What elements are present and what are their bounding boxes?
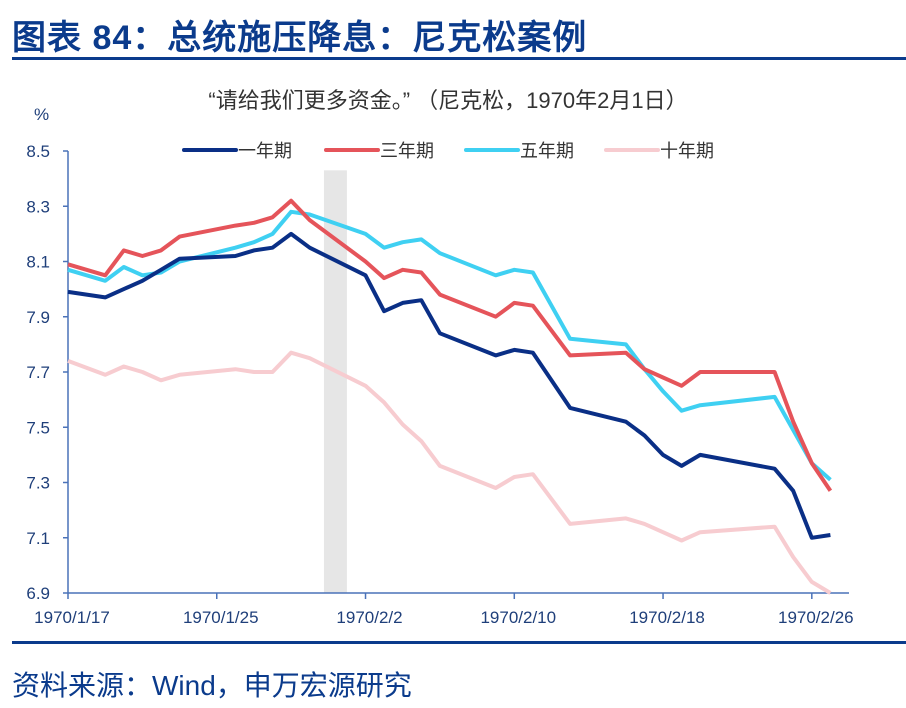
- figure-title: 图表 84：总统施压降息：尼克松案例: [12, 19, 588, 57]
- x-tick-label: 1970/1/25: [183, 608, 259, 627]
- source-note: 资料来源：Wind，申万宏源研究: [12, 670, 412, 701]
- highlight-band: [323, 170, 347, 593]
- chart-subtitle: “请给我们更多资金。” （尼克松，1970年2月1日）: [208, 88, 687, 113]
- x-tick-label: 1970/2/26: [778, 608, 854, 627]
- legend-label: 五年期: [520, 141, 574, 161]
- top-divider: [12, 57, 906, 60]
- y-tick-label: 7.1: [26, 529, 50, 548]
- series-line-3: [67, 209, 832, 482]
- y-tick-label: 8.1: [26, 253, 50, 272]
- y-tick-label: 7.7: [26, 363, 50, 382]
- y-tick-label: 8.5: [26, 142, 50, 161]
- legend-label: 三年期: [380, 141, 434, 161]
- y-tick-label: 7.9: [26, 308, 50, 327]
- y-tick-label: 7.3: [26, 474, 50, 493]
- y-axis-unit: %: [34, 105, 49, 124]
- y-tick-label: 6.9: [26, 584, 50, 603]
- series-line-2: [67, 198, 833, 492]
- y-tick-label: 7.5: [26, 418, 50, 437]
- x-tick-label: 1970/2/10: [480, 608, 556, 627]
- legend-label: 一年期: [238, 141, 292, 161]
- y-tick-label: 8.3: [26, 197, 50, 216]
- x-tick-label: 1970/1/17: [34, 608, 110, 627]
- x-tick-label: 1970/2/18: [629, 608, 705, 627]
- series-line-4: [67, 350, 832, 595]
- series-line-1: [67, 231, 831, 540]
- x-tick-label: 1970/2/2: [336, 608, 402, 627]
- legend-label: 十年期: [660, 141, 714, 161]
- bottom-divider: [12, 641, 906, 644]
